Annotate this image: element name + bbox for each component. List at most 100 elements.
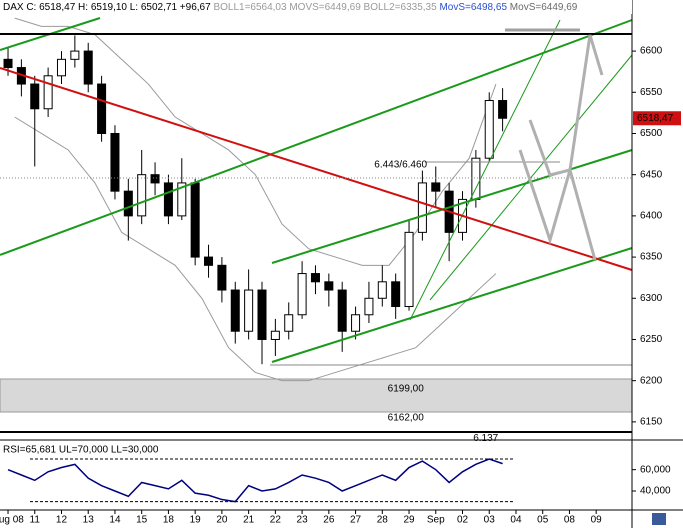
x-tick-label: 14	[109, 515, 121, 526]
candle	[204, 244, 214, 278]
candle-body	[364, 297, 374, 316]
x-tick-label: 18	[163, 515, 175, 526]
candle	[324, 273, 334, 307]
candle-body	[404, 231, 414, 308]
candle	[310, 265, 320, 295]
candle	[244, 269, 254, 340]
x-tick-label: 15	[136, 515, 148, 526]
candle	[110, 125, 120, 200]
candle-body	[30, 83, 40, 110]
candle-body	[431, 182, 441, 192]
candle-body	[190, 182, 200, 258]
x-tick-label: 28	[377, 515, 389, 526]
rsi-panel: RSI=65,681 UL=70,000 LL=30,000 60,000 40,…	[3, 445, 671, 503]
candle-body	[97, 83, 107, 134]
x-tick-label: 27	[350, 515, 362, 526]
candle-body	[270, 330, 280, 340]
candle-body	[284, 314, 294, 332]
x-tick-label: 04	[510, 515, 522, 526]
rsi-tick-label: 40,000	[640, 486, 671, 497]
candles	[3, 35, 508, 365]
trend-line	[0, 67, 633, 271]
x-tick-label: 11	[30, 515, 41, 526]
x-tick-label: 23	[297, 515, 309, 526]
candle	[163, 174, 173, 225]
y-axis: 6600 6550 6500 6450 6400 6350 6300 6250 6200 6150…	[632, 46, 681, 428]
candle	[431, 166, 441, 208]
last-price-label: 6518,47	[637, 113, 674, 124]
candle-body	[123, 190, 133, 217]
candle-body	[43, 75, 53, 110]
candle	[177, 158, 187, 220]
candle-body	[217, 264, 227, 291]
header-item: MovS=6449,69	[510, 2, 578, 13]
annotation: 6162,00	[388, 412, 425, 423]
candle-body	[377, 281, 387, 299]
trend-lines	[0, 17, 633, 433]
candle-body	[351, 314, 361, 332]
candle	[217, 257, 227, 303]
candle	[351, 306, 361, 340]
candle-body	[56, 58, 66, 77]
candle	[150, 162, 160, 196]
annotation: 6199,00	[388, 384, 425, 395]
x-tick-label: 29	[403, 515, 415, 526]
x-tick-label: 22	[270, 515, 282, 526]
candle-body	[324, 281, 334, 291]
candle	[364, 281, 374, 323]
x-tick-label: 02	[457, 515, 469, 526]
candle-body	[137, 174, 147, 217]
candle-body	[163, 182, 173, 217]
candle-body	[244, 289, 254, 332]
x-tick-label: 20	[216, 515, 228, 526]
rsi-tick-label: 60,000	[640, 464, 671, 475]
x-tick-label: Aug 08	[0, 515, 24, 526]
candle	[43, 67, 53, 118]
candle-body	[230, 289, 240, 332]
candle-body	[83, 50, 93, 85]
candle	[484, 92, 494, 163]
annotations: 6.443/6.460 6199,00 6162,00 6.137	[374, 159, 498, 444]
candle-body	[498, 100, 508, 119]
y-tick-label: 6250	[640, 334, 663, 345]
y-tick-label: 6300	[640, 293, 663, 304]
candle-body	[70, 50, 80, 60]
candle-body	[417, 182, 427, 233]
x-tick-label: Sep	[427, 515, 445, 526]
trend-line	[409, 19, 561, 321]
candle	[404, 220, 414, 311]
candle-body	[297, 273, 307, 316]
y-tick-label: 6350	[640, 252, 663, 263]
last-price-box	[633, 111, 681, 126]
annotation: 6.443/6.460	[374, 159, 427, 170]
bollinger-lower	[14, 116, 497, 382]
y-tick-label: 6150	[640, 417, 663, 428]
candle	[123, 178, 133, 241]
candle	[70, 35, 80, 68]
candle-body	[337, 289, 347, 332]
projection	[528, 34, 604, 177]
trend-line	[0, 19, 633, 256]
x-tick-label: 21	[243, 515, 255, 526]
candle-body	[310, 273, 320, 283]
x-tick-label: 08	[564, 515, 576, 526]
x-tick-label: 19	[190, 515, 202, 526]
candle	[190, 178, 200, 266]
header-item: BOLL1=6564,03 MOVS=6449,69 BOLL2=6335,35	[213, 2, 437, 13]
header-item: MovS=6498,65	[439, 2, 507, 13]
candle-body	[484, 100, 494, 159]
candle	[284, 302, 294, 340]
header-item: DAX C: 6518,47 H: 6519,10 L: 6502,71 +96…	[3, 2, 211, 13]
header: DAX C: 6518,47 H: 6519,10 L: 6502,71 +96…	[3, 2, 578, 13]
candle-body	[3, 58, 13, 69]
x-tick-label: 13	[83, 515, 95, 526]
support-zone	[0, 378, 633, 413]
scroll-button[interactable]	[652, 513, 666, 525]
x-tick-label: 26	[323, 515, 335, 526]
candle-body	[391, 281, 401, 308]
trend-line	[271, 247, 633, 363]
annotation: 6.137	[473, 433, 498, 444]
y-tick-label: 6500	[640, 128, 663, 139]
rsi-label: RSI=65,681 UL=70,000 LL=30,000	[3, 445, 159, 456]
